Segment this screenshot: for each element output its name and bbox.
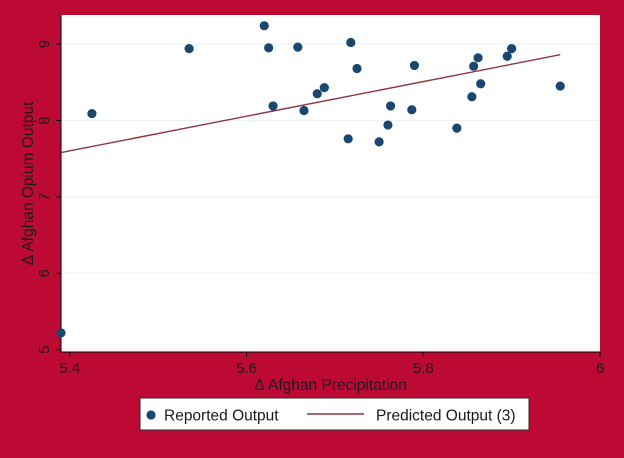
fit-line [60, 54, 561, 154]
data-point [385, 101, 396, 111]
legend-marker-reported-output [146, 410, 156, 420]
x-axis-label: Δ Afghan Precipitation [254, 377, 407, 394]
data-point [469, 61, 479, 71]
y-tick-label: 7 [36, 193, 53, 201]
axes [60, 15, 600, 353]
data-point [502, 51, 512, 61]
data-point [259, 21, 269, 31]
x-tick-label: 5.6 [236, 360, 257, 377]
plot-area [61, 15, 600, 352]
x-tick-label: 6 [596, 360, 604, 377]
y-axis-label: Δ Afghan Opium Output [20, 101, 37, 265]
legend-label-predicted-output: Predicted Output (3) [376, 408, 516, 425]
data-point [409, 60, 420, 71]
data-point [452, 123, 462, 133]
y-tick-label: 8 [36, 116, 53, 124]
data-point [555, 81, 565, 91]
y-axis-ticks: 5 6 7 8 9 [36, 40, 61, 354]
data-point [56, 328, 66, 338]
data-point [352, 63, 362, 74]
data-point [293, 42, 303, 52]
data-point [87, 108, 97, 119]
data-point [383, 120, 393, 130]
data-point [346, 37, 356, 48]
data-point [343, 134, 353, 144]
data-point [264, 43, 274, 53]
scatter-series [56, 21, 565, 338]
gridlines [61, 43, 600, 351]
data-point [467, 92, 477, 102]
legend: Reported Output Predicted Output (3) [139, 397, 530, 431]
x-axis-ticks: 5.4 5.6 5.8 6 [59, 352, 604, 377]
data-point [507, 44, 517, 54]
data-point [268, 101, 278, 111]
data-point [319, 82, 329, 93]
data-point [299, 105, 309, 116]
data-point [184, 44, 194, 54]
data-point [476, 79, 486, 89]
data-point [312, 89, 322, 99]
x-tick-label: 5.8 [413, 360, 434, 377]
x-tick-label: 5.4 [59, 360, 80, 377]
fit-line-series [60, 54, 561, 154]
y-tick-label: 5 [36, 346, 53, 354]
data-point [473, 53, 483, 63]
legend-label-reported-output: Reported Output [164, 408, 279, 425]
y-tick-label: 9 [36, 40, 53, 48]
data-point [374, 137, 384, 147]
y-tick-label: 6 [36, 269, 53, 277]
data-point [407, 105, 417, 115]
